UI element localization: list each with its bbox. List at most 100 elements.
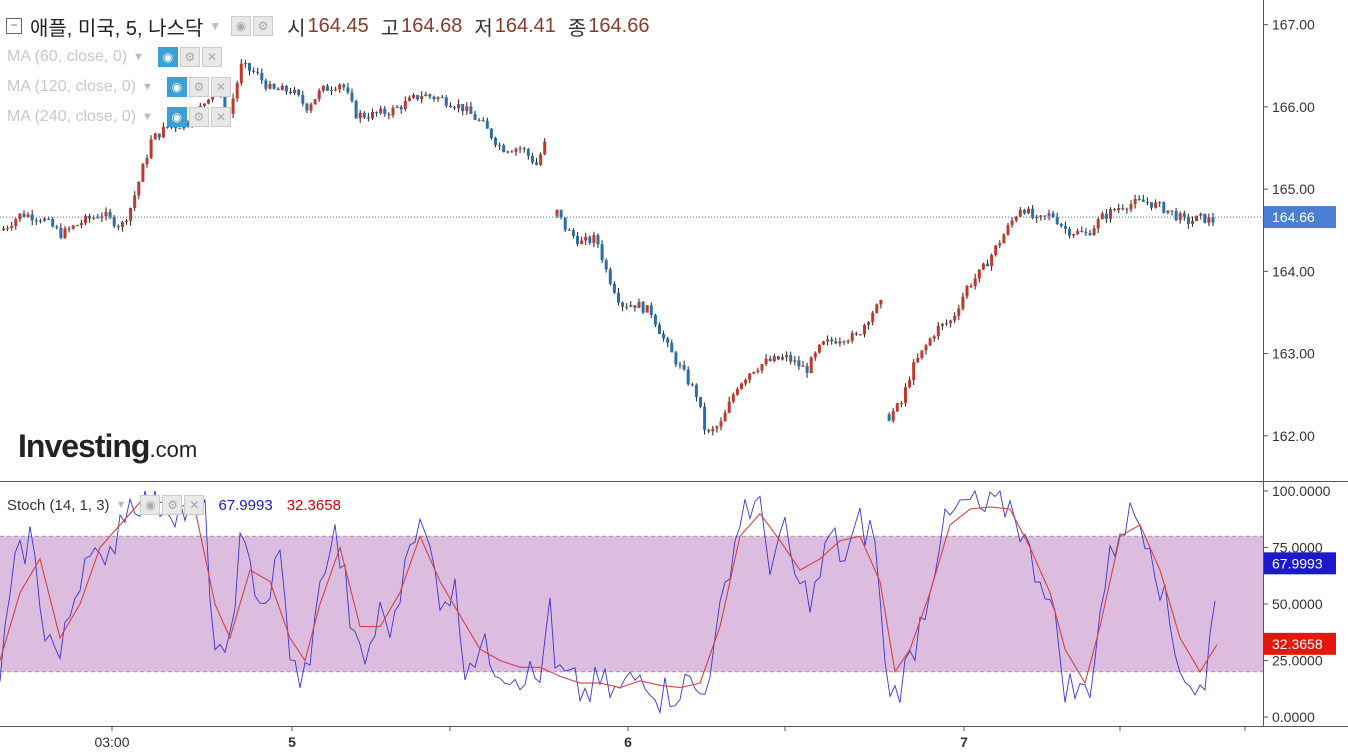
- stoch-legend[interactable]: Stoch (14, 1, 3) ▼ ◉ ⚙ ✕ 67.9993 32.3658: [7, 494, 341, 516]
- candle-body: [96, 217, 100, 219]
- candle-body: [945, 323, 948, 325]
- eye-icon[interactable]: ◉: [157, 47, 178, 67]
- candle-body: [977, 269, 981, 279]
- time-tick-label: 03:00: [94, 734, 129, 750]
- close-icon[interactable]: ✕: [201, 47, 222, 67]
- candle-body: [854, 333, 858, 335]
- price-tick-label: 163.00: [1272, 346, 1315, 362]
- gear-icon[interactable]: ⚙: [188, 77, 209, 97]
- candle-body: [317, 90, 321, 100]
- candle-body: [871, 312, 875, 323]
- candle-body: [1084, 231, 1088, 233]
- candle-body: [248, 63, 251, 71]
- candle-body: [957, 308, 961, 316]
- candle-body: [719, 421, 723, 427]
- candle-body: [682, 364, 686, 370]
- candle-body: [354, 100, 358, 119]
- candle-body: [59, 227, 63, 238]
- close-icon[interactable]: ✕: [210, 107, 231, 127]
- candle-body: [842, 341, 846, 343]
- candle-body: [1186, 216, 1190, 224]
- gear-icon[interactable]: ⚙: [188, 107, 209, 127]
- chevron-down-icon[interactable]: ▼: [133, 51, 144, 63]
- candle-body: [47, 218, 51, 220]
- candle-body: [908, 380, 912, 388]
- candle-body: [838, 341, 842, 344]
- stoch-d-badge: [1264, 632, 1336, 655]
- candle-body: [707, 429, 711, 432]
- candle-body: [157, 133, 161, 138]
- gear-icon[interactable]: ⚙: [253, 16, 274, 36]
- price-tick-label: 166.00: [1272, 99, 1315, 115]
- eye-icon[interactable]: ◉: [231, 16, 252, 36]
- candle-body: [469, 106, 473, 114]
- stoch-k-badge: [1264, 552, 1336, 575]
- candle-body: [412, 95, 415, 98]
- eye-icon[interactable]: ◉: [166, 107, 187, 127]
- eye-icon[interactable]: ◉: [166, 77, 187, 97]
- last-price-badge: [1264, 206, 1336, 229]
- ma-60-legend[interactable]: MA (60, close, 0) ▼ ◉ ⚙ ✕: [7, 45, 224, 69]
- ma-240-legend[interactable]: MA (240, close, 0) ▼ ◉ ⚙ ✕: [7, 105, 233, 129]
- candle-body: [858, 334, 862, 336]
- symbol-title[interactable]: 애플, 미국, 5, 나스닥: [30, 17, 204, 40]
- ma-label: MA (60, close, 0): [7, 48, 128, 65]
- candle-body: [309, 104, 313, 111]
- low-label: 저: [474, 17, 493, 40]
- close-icon[interactable]: ✕: [184, 495, 205, 515]
- candle-body: [789, 354, 793, 362]
- gear-icon[interactable]: ⚙: [162, 495, 183, 515]
- candle-body: [912, 362, 916, 381]
- ma-120-legend[interactable]: MA (120, close, 0) ▼ ◉ ⚙ ✕: [7, 75, 233, 99]
- candle-body: [256, 71, 260, 73]
- gear-icon[interactable]: ⚙: [179, 47, 200, 67]
- candle-body: [940, 323, 944, 326]
- candle-body: [71, 225, 75, 229]
- ma-label: MA (120, close, 0): [7, 78, 136, 95]
- candle-body: [711, 428, 715, 432]
- candle-body: [522, 148, 526, 150]
- candle-body: [375, 112, 379, 114]
- candle-body: [981, 263, 985, 270]
- candle-body: [563, 217, 567, 230]
- time-tick-label: 5: [288, 734, 296, 750]
- logo-main: Investing: [18, 428, 150, 464]
- collapse-icon[interactable]: −: [6, 18, 22, 34]
- candle-body: [629, 305, 633, 307]
- candle-body: [18, 213, 22, 220]
- candle-body: [764, 358, 768, 365]
- candle-body: [768, 358, 772, 362]
- candle-body: [502, 145, 506, 153]
- candle-body: [1174, 211, 1178, 221]
- eye-icon[interactable]: ◉: [140, 495, 161, 515]
- candle-body: [14, 219, 18, 226]
- candle-body: [1068, 228, 1071, 236]
- candle-body: [686, 369, 690, 385]
- close-icon[interactable]: ✕: [210, 77, 231, 97]
- candle-body: [243, 63, 247, 65]
- candle-body: [518, 148, 522, 150]
- chevron-down-icon[interactable]: ▼: [141, 111, 153, 123]
- candle-body: [1002, 234, 1006, 244]
- candle-body: [617, 292, 620, 303]
- candle-body: [395, 106, 399, 108]
- candle-body: [846, 340, 850, 343]
- candle-body: [1027, 208, 1030, 214]
- chevron-down-icon[interactable]: ▼: [115, 499, 127, 511]
- candle-body: [813, 352, 817, 358]
- candle-body: [514, 148, 518, 152]
- candle-body: [1047, 213, 1051, 216]
- candle-body: [1055, 217, 1059, 224]
- chevron-down-icon[interactable]: ▼: [209, 19, 222, 33]
- candle-body: [633, 305, 637, 308]
- candle-body: [178, 128, 182, 130]
- candle-body: [662, 334, 666, 339]
- chevron-down-icon[interactable]: ▼: [141, 81, 153, 93]
- candle-body: [407, 97, 411, 101]
- candle-body: [125, 220, 128, 222]
- candle-body: [653, 315, 657, 325]
- candle-body: [539, 154, 543, 165]
- candle-body: [1117, 208, 1121, 211]
- candle-body: [604, 260, 608, 270]
